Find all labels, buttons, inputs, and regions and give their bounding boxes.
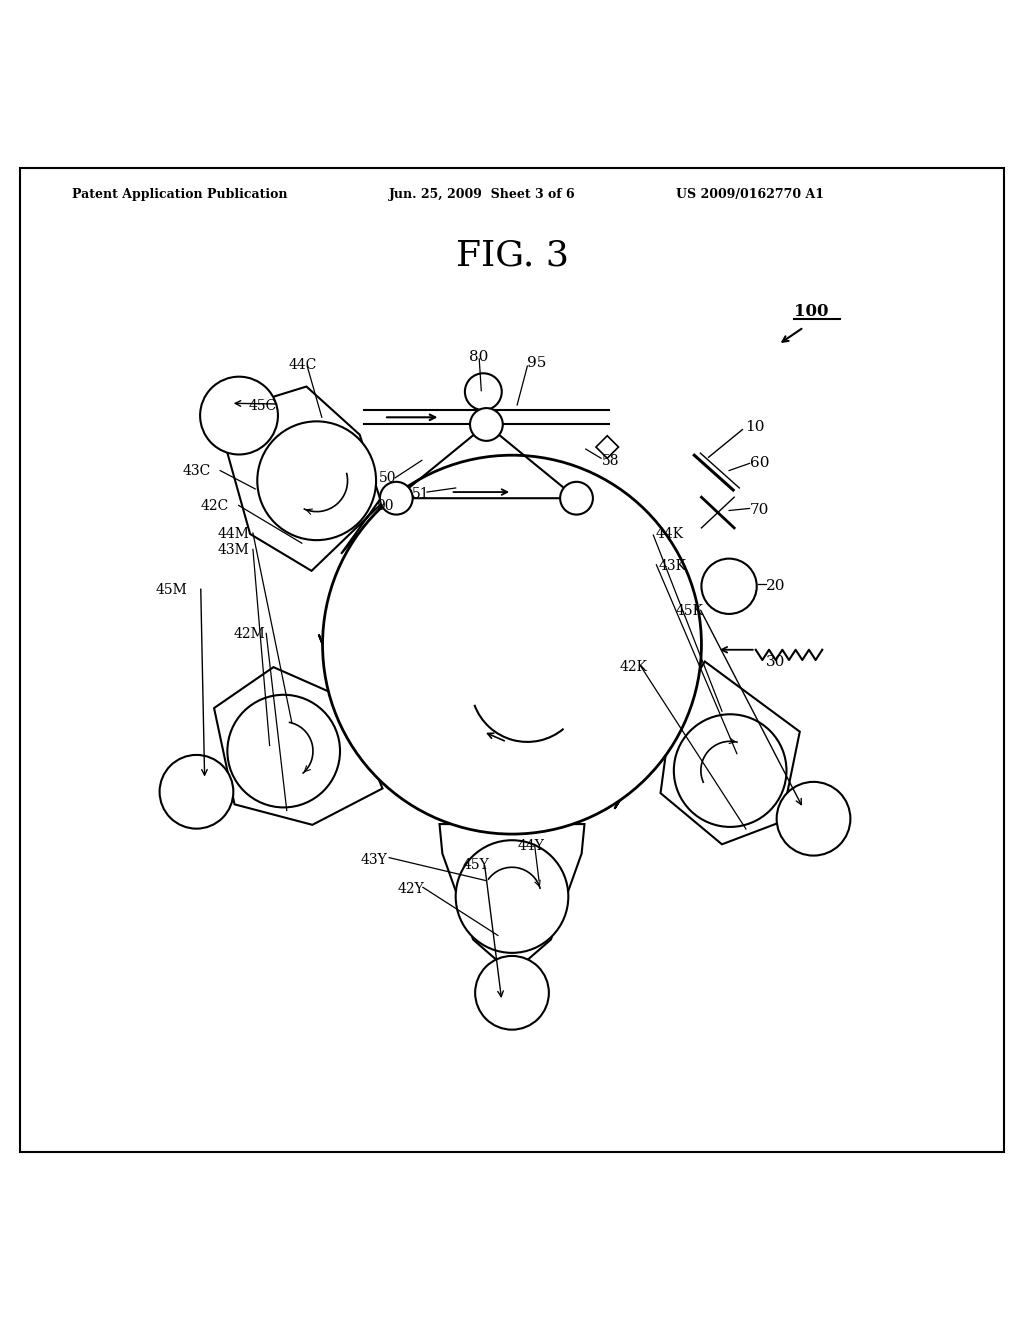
Circle shape — [380, 482, 413, 515]
Text: 70: 70 — [750, 503, 769, 517]
Text: 45C: 45C — [249, 399, 278, 413]
Text: 42C: 42C — [201, 499, 229, 513]
Text: Jun. 25, 2009  Sheet 3 of 6: Jun. 25, 2009 Sheet 3 of 6 — [389, 187, 575, 201]
Text: 43K: 43K — [658, 558, 686, 573]
Text: 44K: 44K — [655, 527, 683, 541]
Text: 43M: 43M — [217, 544, 249, 557]
Circle shape — [227, 694, 340, 808]
Text: 90: 90 — [376, 499, 393, 513]
Text: 100: 100 — [794, 304, 828, 321]
Text: 42Y: 42Y — [397, 882, 424, 896]
Text: 51: 51 — [412, 487, 429, 502]
Text: 44Y: 44Y — [517, 840, 544, 853]
Text: 42M: 42M — [233, 627, 265, 642]
Text: 45Y: 45Y — [463, 858, 489, 871]
Circle shape — [257, 421, 376, 540]
Circle shape — [456, 841, 568, 953]
Circle shape — [160, 755, 233, 829]
Text: Patent Application Publication: Patent Application Publication — [72, 187, 287, 201]
Circle shape — [323, 455, 701, 834]
Text: 80: 80 — [469, 350, 488, 364]
Text: 10: 10 — [745, 420, 765, 433]
Text: US 2009/0162770 A1: US 2009/0162770 A1 — [676, 187, 824, 201]
Circle shape — [674, 714, 786, 826]
Text: FIG. 3: FIG. 3 — [456, 239, 568, 272]
Circle shape — [776, 781, 850, 855]
Text: 45M: 45M — [156, 583, 187, 598]
Text: 42K: 42K — [620, 660, 647, 675]
Text: 58: 58 — [602, 454, 620, 469]
Circle shape — [470, 408, 503, 441]
Circle shape — [701, 558, 757, 614]
Text: 95: 95 — [527, 356, 547, 370]
Text: 50: 50 — [379, 471, 396, 484]
Text: 20: 20 — [766, 579, 785, 593]
Text: 43Y: 43Y — [360, 853, 387, 867]
Text: 30: 30 — [766, 655, 785, 669]
Text: 43C: 43C — [182, 463, 211, 478]
Circle shape — [475, 956, 549, 1030]
Circle shape — [560, 482, 593, 515]
Text: 44M: 44M — [217, 527, 249, 541]
Text: 60: 60 — [750, 457, 769, 470]
Circle shape — [465, 374, 502, 411]
Text: 44C: 44C — [289, 358, 317, 372]
Circle shape — [200, 376, 278, 454]
Text: 45K: 45K — [676, 603, 703, 618]
